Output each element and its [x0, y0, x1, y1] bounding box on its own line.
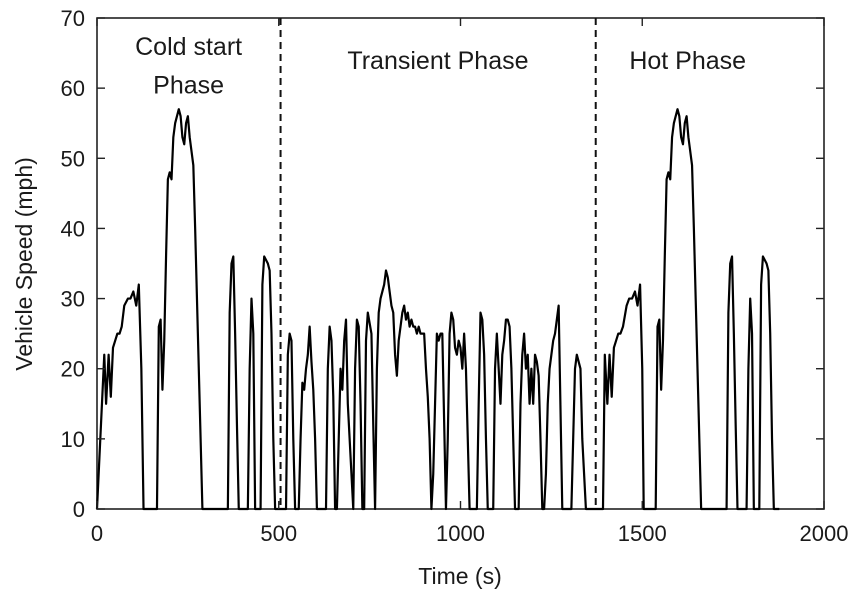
x-tick-label: 1000: [436, 521, 485, 546]
phase-label-1-line-2: Phase: [153, 72, 224, 100]
y-tick-label: 30: [61, 287, 85, 312]
x-axis-ticks: 0 500 1000 1500 2000: [91, 18, 849, 546]
vehicle-speed-line: [95, 108, 780, 511]
y-axis-ticks: 0 10 20 30 40 50 60 70: [61, 6, 824, 522]
x-tick-label: 500: [260, 521, 297, 546]
phase-label-1-line-1: Cold start: [135, 33, 242, 61]
y-tick-label: 50: [61, 146, 85, 171]
x-axis-title: Time (s): [418, 563, 501, 589]
phase-label-2-line-1: Transient Phase: [347, 47, 528, 75]
y-tick-label: 40: [61, 216, 85, 241]
y-tick-label: 20: [61, 357, 85, 382]
phase-label-3-line-1: Hot Phase: [629, 47, 746, 75]
x-tick-label: 0: [91, 521, 103, 546]
y-tick-label: 60: [61, 76, 85, 101]
y-tick-label: 70: [61, 6, 85, 31]
phase-boundaries: [279, 18, 597, 509]
y-tick-label: 0: [73, 497, 85, 522]
y-tick-label: 10: [61, 427, 85, 452]
phase-labels: Cold start Phase Transient Phase Hot Phase: [135, 33, 746, 100]
x-tick-label: 2000: [800, 521, 849, 546]
y-axis-title: Vehicle Speed (mph): [11, 157, 37, 371]
x-tick-label: 1500: [618, 521, 667, 546]
